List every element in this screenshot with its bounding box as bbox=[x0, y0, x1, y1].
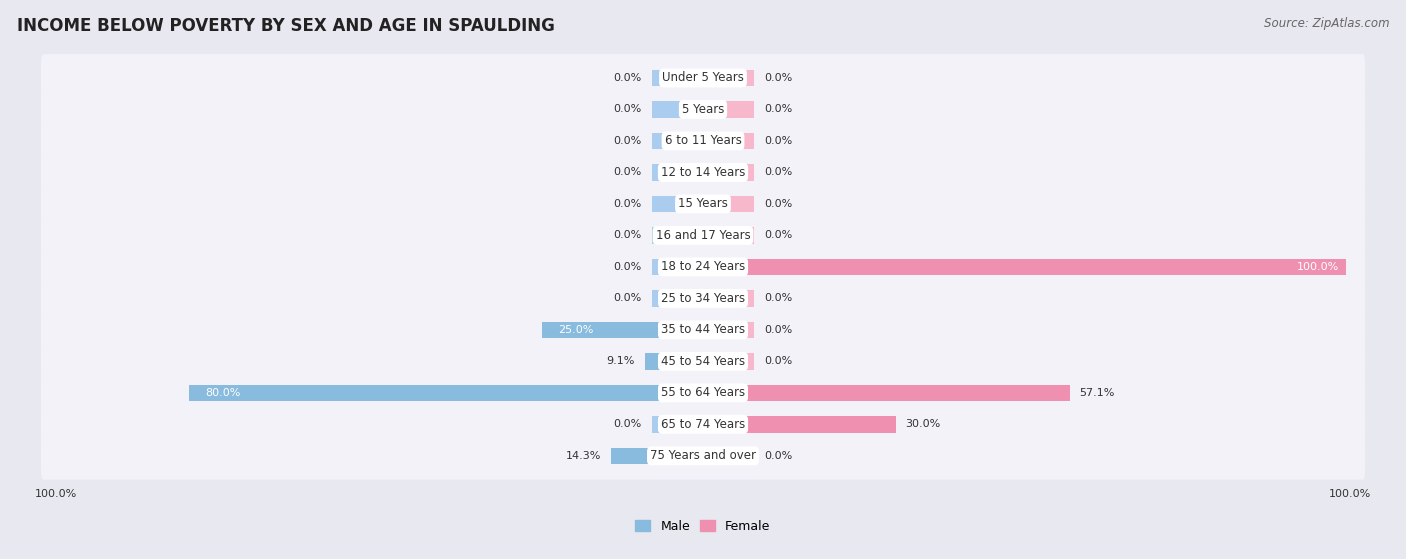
Text: 6 to 11 Years: 6 to 11 Years bbox=[665, 134, 741, 148]
Text: 0.0%: 0.0% bbox=[613, 293, 643, 304]
Text: INCOME BELOW POVERTY BY SEX AND AGE IN SPAULDING: INCOME BELOW POVERTY BY SEX AND AGE IN S… bbox=[17, 17, 555, 35]
FancyBboxPatch shape bbox=[41, 243, 1365, 291]
Bar bbox=[651, 101, 703, 117]
Text: 0.0%: 0.0% bbox=[763, 451, 793, 461]
Text: Under 5 Years: Under 5 Years bbox=[662, 72, 744, 84]
Text: 25 to 34 Years: 25 to 34 Years bbox=[661, 292, 745, 305]
Bar bbox=[644, 353, 703, 369]
Bar bbox=[651, 70, 703, 86]
FancyBboxPatch shape bbox=[41, 401, 1365, 448]
Text: 5 Years: 5 Years bbox=[682, 103, 724, 116]
Text: 0.0%: 0.0% bbox=[763, 199, 793, 209]
FancyBboxPatch shape bbox=[41, 274, 1365, 322]
Bar bbox=[703, 227, 755, 244]
Text: 100.0%: 100.0% bbox=[1298, 262, 1340, 272]
Bar bbox=[612, 448, 703, 464]
Text: 9.1%: 9.1% bbox=[606, 357, 636, 366]
Text: 100.0%: 100.0% bbox=[1329, 489, 1371, 499]
Text: 0.0%: 0.0% bbox=[613, 230, 643, 240]
Bar bbox=[703, 259, 1346, 275]
Bar bbox=[651, 164, 703, 181]
Bar bbox=[703, 132, 755, 149]
FancyBboxPatch shape bbox=[41, 212, 1365, 259]
Text: 0.0%: 0.0% bbox=[763, 168, 793, 177]
Bar bbox=[703, 385, 1070, 401]
Text: 16 and 17 Years: 16 and 17 Years bbox=[655, 229, 751, 242]
Text: 0.0%: 0.0% bbox=[763, 293, 793, 304]
Text: 15 Years: 15 Years bbox=[678, 197, 728, 210]
Bar bbox=[703, 321, 755, 338]
Text: 55 to 64 Years: 55 to 64 Years bbox=[661, 386, 745, 399]
Text: 0.0%: 0.0% bbox=[763, 357, 793, 366]
FancyBboxPatch shape bbox=[41, 432, 1365, 480]
Text: 0.0%: 0.0% bbox=[613, 73, 643, 83]
Bar bbox=[703, 448, 755, 464]
Legend: Male, Female: Male, Female bbox=[636, 520, 770, 533]
Text: 0.0%: 0.0% bbox=[613, 168, 643, 177]
Text: 80.0%: 80.0% bbox=[205, 388, 240, 398]
FancyBboxPatch shape bbox=[41, 149, 1365, 196]
Text: 30.0%: 30.0% bbox=[905, 419, 941, 429]
Bar bbox=[188, 385, 703, 401]
FancyBboxPatch shape bbox=[41, 369, 1365, 416]
Bar bbox=[651, 416, 703, 433]
Text: 0.0%: 0.0% bbox=[763, 325, 793, 335]
Text: 12 to 14 Years: 12 to 14 Years bbox=[661, 166, 745, 179]
Text: 0.0%: 0.0% bbox=[613, 136, 643, 146]
Text: 14.3%: 14.3% bbox=[567, 451, 602, 461]
Bar bbox=[651, 227, 703, 244]
FancyBboxPatch shape bbox=[41, 180, 1365, 228]
Text: 0.0%: 0.0% bbox=[613, 199, 643, 209]
Bar bbox=[651, 132, 703, 149]
Bar bbox=[703, 70, 755, 86]
FancyBboxPatch shape bbox=[41, 306, 1365, 354]
Text: 18 to 24 Years: 18 to 24 Years bbox=[661, 260, 745, 273]
Text: 65 to 74 Years: 65 to 74 Years bbox=[661, 418, 745, 431]
FancyBboxPatch shape bbox=[41, 86, 1365, 133]
Text: 75 Years and over: 75 Years and over bbox=[650, 449, 756, 462]
FancyBboxPatch shape bbox=[41, 117, 1365, 165]
Text: 100.0%: 100.0% bbox=[35, 489, 77, 499]
Bar bbox=[703, 290, 755, 306]
Text: 0.0%: 0.0% bbox=[763, 105, 793, 115]
Bar bbox=[703, 164, 755, 181]
Text: 0.0%: 0.0% bbox=[613, 419, 643, 429]
Bar bbox=[703, 101, 755, 117]
Bar bbox=[651, 196, 703, 212]
Bar bbox=[703, 416, 896, 433]
Text: Source: ZipAtlas.com: Source: ZipAtlas.com bbox=[1264, 17, 1389, 30]
Bar bbox=[651, 290, 703, 306]
Text: 0.0%: 0.0% bbox=[763, 73, 793, 83]
Bar bbox=[703, 196, 755, 212]
Text: 0.0%: 0.0% bbox=[613, 105, 643, 115]
Text: 45 to 54 Years: 45 to 54 Years bbox=[661, 355, 745, 368]
Text: 25.0%: 25.0% bbox=[558, 325, 593, 335]
Bar bbox=[703, 353, 755, 369]
Bar bbox=[651, 259, 703, 275]
FancyBboxPatch shape bbox=[41, 54, 1365, 102]
Text: 0.0%: 0.0% bbox=[763, 136, 793, 146]
FancyBboxPatch shape bbox=[41, 338, 1365, 385]
Text: 57.1%: 57.1% bbox=[1080, 388, 1115, 398]
Text: 35 to 44 Years: 35 to 44 Years bbox=[661, 324, 745, 337]
Bar bbox=[543, 321, 703, 338]
Text: 0.0%: 0.0% bbox=[763, 230, 793, 240]
Text: 0.0%: 0.0% bbox=[613, 262, 643, 272]
